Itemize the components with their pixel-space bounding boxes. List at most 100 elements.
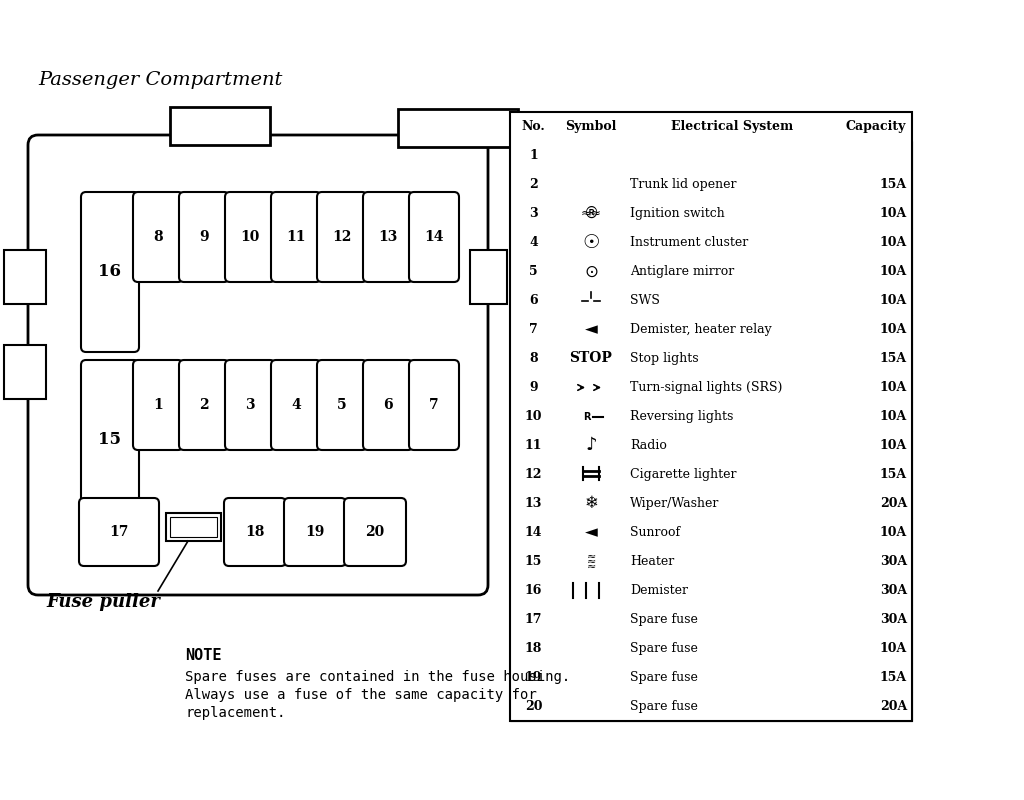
Text: 10A: 10A (880, 410, 907, 423)
Bar (510, 315, 557, 344)
Bar (625, 199, 840, 228)
Polygon shape (583, 190, 599, 194)
Bar (510, 257, 557, 286)
Bar (625, 315, 840, 344)
Bar (557, 576, 625, 605)
FancyBboxPatch shape (225, 360, 275, 450)
FancyBboxPatch shape (28, 135, 488, 595)
Text: 19: 19 (525, 671, 542, 684)
Text: R: R (584, 411, 591, 422)
Bar (510, 199, 557, 228)
Bar (840, 460, 912, 489)
FancyBboxPatch shape (409, 360, 459, 450)
Bar (510, 634, 557, 663)
Bar (398, 109, 518, 147)
Text: 15A: 15A (880, 178, 907, 191)
Bar (840, 402, 912, 431)
Text: 16: 16 (98, 263, 122, 281)
FancyBboxPatch shape (81, 192, 139, 352)
Text: 2: 2 (200, 398, 209, 412)
Bar (557, 489, 625, 518)
Bar (625, 663, 840, 692)
Bar (557, 286, 625, 315)
Text: ♪: ♪ (586, 437, 597, 454)
Bar (557, 344, 625, 373)
Text: 12: 12 (333, 230, 351, 244)
Bar (170, 517, 217, 537)
Text: 14: 14 (524, 526, 543, 539)
Text: Turn-signal lights (SRS): Turn-signal lights (SRS) (630, 381, 782, 394)
Text: 7: 7 (429, 398, 439, 412)
Text: ❄: ❄ (584, 494, 598, 513)
Text: 15: 15 (525, 555, 542, 568)
Text: 18: 18 (525, 642, 542, 655)
Text: 10A: 10A (880, 642, 907, 655)
Polygon shape (575, 177, 606, 190)
FancyBboxPatch shape (271, 360, 321, 450)
Text: Spare fuses are contained in the fuse housing.: Spare fuses are contained in the fuse ho… (185, 670, 570, 684)
Bar (840, 489, 912, 518)
Text: 10A: 10A (880, 323, 907, 336)
Bar (625, 402, 840, 431)
Text: 17: 17 (110, 525, 129, 539)
Bar (4, 345, 46, 399)
Bar (557, 663, 625, 692)
Bar (840, 605, 912, 634)
Bar (557, 518, 625, 547)
Bar (840, 663, 912, 692)
Bar (840, 141, 912, 170)
Bar (4, 250, 46, 304)
Text: Heater: Heater (630, 555, 674, 568)
Text: 10A: 10A (880, 526, 907, 539)
FancyBboxPatch shape (79, 498, 159, 566)
Text: replacement.: replacement. (185, 706, 286, 720)
FancyBboxPatch shape (317, 192, 367, 282)
Bar (625, 605, 840, 634)
Text: Capacity: Capacity (846, 120, 906, 133)
Text: Fuse puller: Fuse puller (46, 593, 160, 611)
Text: ≈: ≈ (587, 557, 596, 566)
Text: 5: 5 (337, 398, 347, 412)
FancyBboxPatch shape (271, 192, 321, 282)
Text: Always use a fuse of the same capacity for: Always use a fuse of the same capacity f… (185, 688, 537, 702)
Bar (557, 170, 625, 199)
Text: Ignition switch: Ignition switch (630, 207, 725, 220)
Bar (625, 489, 840, 518)
Text: Stop lights: Stop lights (630, 352, 698, 365)
FancyBboxPatch shape (133, 192, 183, 282)
Text: 12: 12 (524, 468, 543, 481)
Text: NOTE: NOTE (185, 648, 221, 663)
Bar (840, 576, 912, 605)
Text: 13: 13 (525, 497, 542, 510)
Bar (170, 107, 270, 145)
Text: Demister: Demister (630, 584, 688, 597)
Text: 3: 3 (245, 398, 255, 412)
FancyBboxPatch shape (133, 360, 183, 450)
Text: 15A: 15A (880, 352, 907, 365)
Text: 17: 17 (524, 613, 543, 626)
Bar (510, 518, 557, 547)
Bar (625, 547, 840, 576)
Bar (510, 489, 557, 518)
Text: Sunroof: Sunroof (630, 526, 680, 539)
Bar (840, 634, 912, 663)
Bar (625, 518, 840, 547)
Bar (625, 257, 840, 286)
Text: Radio: Radio (630, 439, 667, 452)
Text: 15A: 15A (880, 468, 907, 481)
Bar (840, 373, 912, 402)
Text: 20A: 20A (880, 497, 907, 510)
Text: Cigarette lighter: Cigarette lighter (630, 468, 736, 481)
Text: 16: 16 (525, 584, 542, 597)
Text: 1: 1 (529, 149, 538, 162)
Bar (557, 634, 625, 663)
Bar (510, 605, 557, 634)
Text: Spare fuse: Spare fuse (630, 671, 698, 684)
Bar (510, 344, 557, 373)
Bar (625, 431, 840, 460)
Bar (510, 112, 557, 141)
Text: ◄: ◄ (585, 321, 597, 338)
Bar (557, 605, 625, 634)
Text: 5: 5 (529, 265, 538, 278)
Text: ®: ® (584, 206, 599, 221)
